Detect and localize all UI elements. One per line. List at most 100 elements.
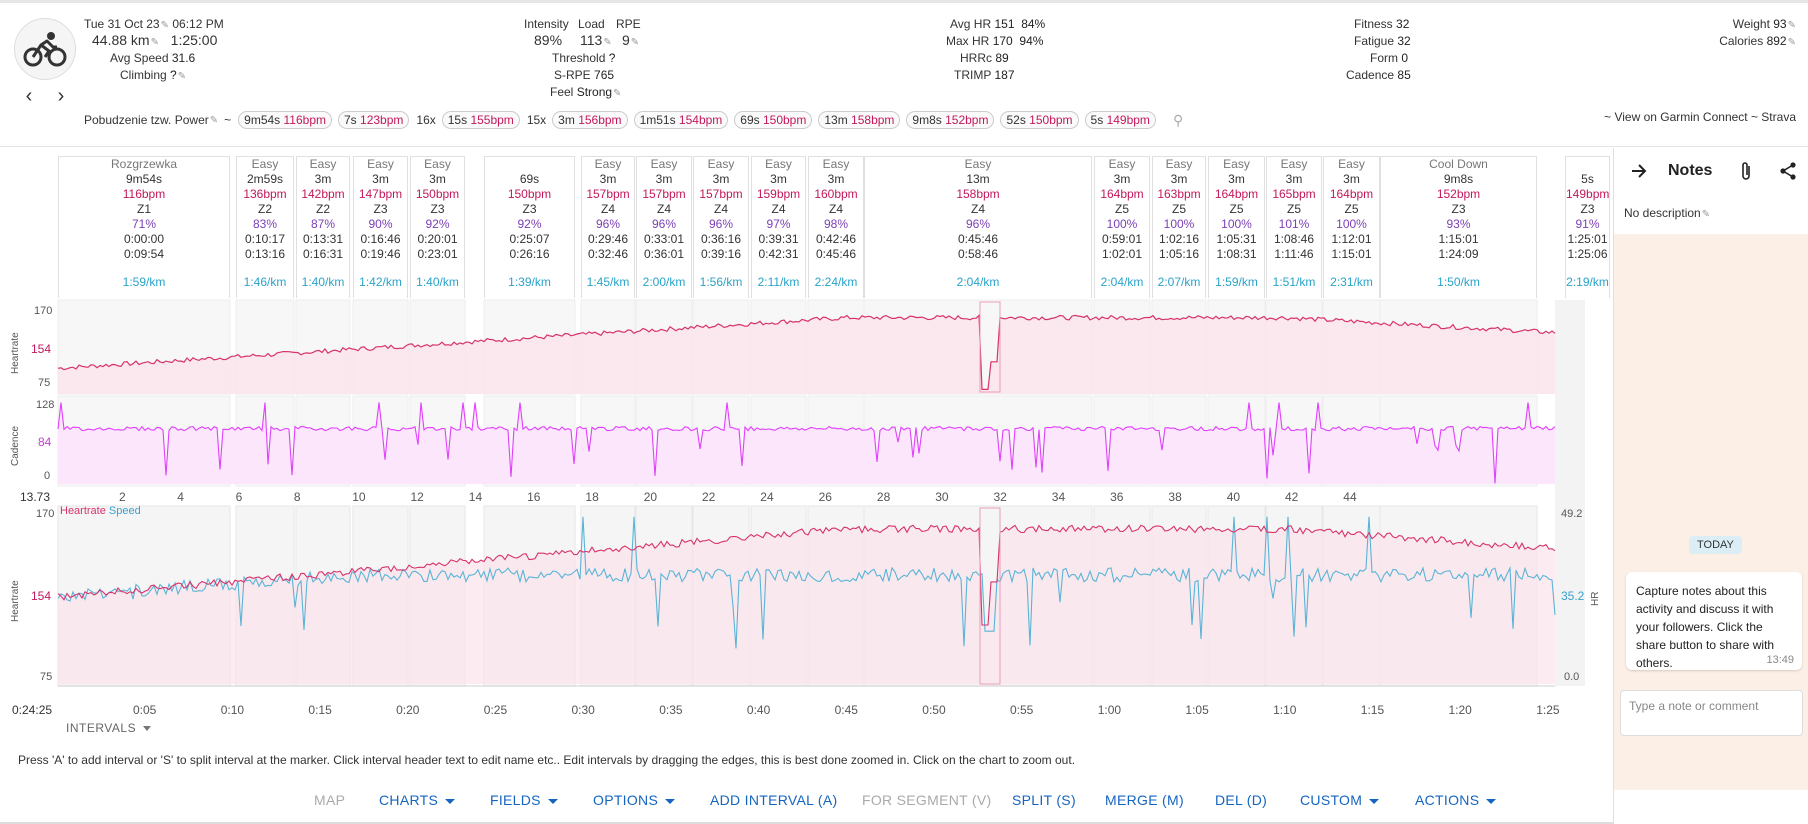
merge-button[interactable]: MERGE (M) bbox=[1105, 792, 1184, 808]
interval-header[interactable]: Easy 3m 160bpm Z4 98% 0:42:46 0:45:46 2:24/km bbox=[808, 156, 864, 298]
search-icon[interactable]: ⚲ bbox=[1172, 111, 1184, 128]
pencil-icon: ✎ bbox=[177, 71, 187, 82]
no-description[interactable]: No description✎ bbox=[1624, 206, 1711, 220]
sequence-chip[interactable]: 52s 150bpm bbox=[1000, 111, 1079, 129]
sequence-chip[interactable]: 3m 156bpm bbox=[552, 111, 628, 129]
s-rpe: S-RPE 765 bbox=[554, 68, 615, 82]
load-value[interactable]: 113✎ bbox=[580, 32, 612, 48]
interval-bpm: 165bpm bbox=[1272, 187, 1316, 201]
sequence-chip[interactable]: 9m54s 116bpm bbox=[238, 111, 332, 129]
note-input[interactable]: Type a note or comment bbox=[1620, 690, 1803, 736]
fields-menu-button[interactable]: FIELDS bbox=[490, 792, 558, 808]
split-button[interactable]: SPLIT (S) bbox=[1012, 792, 1076, 808]
combo-right-tick: 0.0 bbox=[1564, 671, 1580, 683]
interval-name: Easy bbox=[1165, 157, 1193, 171]
interval-bpm: 157bpm bbox=[586, 187, 630, 201]
interval-header[interactable]: Cool Down 9m8s 152bpm Z3 93% 1:15:01 1:24:09 1:… bbox=[1380, 156, 1537, 298]
interval-header[interactable]: Easy 13m 158bpm Z4 96% 0:45:46 0:58:46 2:04/km bbox=[864, 156, 1092, 298]
interval-pace: 1:40/km bbox=[416, 275, 459, 289]
interval-header[interactable]: Easy 3m 164bpm Z5 100% 1:12:01 1:15:01 2:31/km bbox=[1323, 156, 1380, 298]
next-activity-button[interactable]: › bbox=[57, 85, 65, 107]
sequence-chip[interactable]: 7s 123bpm bbox=[338, 111, 410, 129]
actions-menu-button[interactable]: ACTIONS bbox=[1415, 792, 1497, 808]
interval-duration: 3m bbox=[372, 172, 389, 186]
interval-header[interactable]: Easy 3m 157bpm Z4 96% 0:36:16 0:39:16 1:56/km bbox=[693, 156, 749, 298]
interval-header[interactable]: Easy 3m 147bpm Z3 90% 0:16:46 0:19:46 1:42/km bbox=[353, 156, 408, 298]
cycling-icon bbox=[23, 32, 67, 67]
interval-header[interactable]: Easy 2m59s 136bpm Z2 83% 0:10:17 0:13:16 1:46/k… bbox=[236, 156, 294, 298]
combo-hr-fill bbox=[58, 525, 1555, 684]
threshold: Threshold ? bbox=[552, 51, 616, 65]
interval-header[interactable]: Easy 3m 159bpm Z4 97% 0:39:31 0:42:31 2:11/km bbox=[751, 156, 806, 298]
sequence-chip[interactable]: 1m51s 154bpm bbox=[633, 111, 729, 129]
sequence-chip[interactable]: 5s 149bpm bbox=[1084, 111, 1156, 129]
interval-header[interactable]: Easy 3m 150bpm Z3 92% 0:20:01 0:23:01 1:40/km bbox=[410, 156, 465, 298]
for-segment-button[interactable]: FOR SEGMENT (V) bbox=[862, 792, 992, 808]
activity-datetime[interactable]: Tue 31 Oct 23✎ 06:12 PM bbox=[84, 17, 224, 31]
sequence-chip[interactable]: 15s 155bpm bbox=[441, 111, 520, 129]
calories[interactable]: Calories 892✎ bbox=[1719, 34, 1796, 48]
km-tick: 26 bbox=[818, 490, 832, 504]
chevron-down-icon bbox=[1369, 798, 1380, 804]
km-tick: 6 bbox=[235, 490, 243, 504]
chip-bpm: 150bpm bbox=[762, 113, 807, 127]
interval-header[interactable]: Easy 3m 165bpm Z5 101% 1:08:46 1:11:46 1:51/km bbox=[1266, 156, 1322, 298]
interval-header[interactable]: 69s 150bpm Z3 92% 0:25:07 0:26:16 1:39/km bbox=[484, 156, 575, 298]
hrrc: HRRc 89 bbox=[960, 51, 1009, 65]
interval-pace: 1:59/km bbox=[122, 275, 166, 289]
sequence-chips: 9m54s 116bpm 7s 123bpm 16x 15s 155bpm 15x 3m … bbox=[235, 111, 1159, 129]
interval-header[interactable]: Easy 3m 157bpm Z4 96% 0:29:46 0:32:46 1:45/km bbox=[581, 156, 635, 298]
pencil-icon: ✎ bbox=[160, 20, 169, 31]
climbing[interactable]: Climbing ?✎ bbox=[120, 68, 187, 82]
interval-start: 0:10:17 bbox=[244, 232, 286, 246]
km-tick: 38 bbox=[1168, 490, 1182, 504]
interval-end: 1:02:01 bbox=[1101, 247, 1143, 261]
options-menu-button[interactable]: OPTIONS bbox=[593, 792, 676, 808]
share-icon[interactable] bbox=[1778, 161, 1798, 181]
interval-header[interactable]: Easy 3m 164bpm Z5 100% 1:05:31 1:08:31 1:59/km bbox=[1208, 156, 1265, 298]
interval-header[interactable]: Easy 3m 163bpm Z5 100% 1:02:16 1:05:16 2:07/km bbox=[1152, 156, 1206, 298]
interval-zone: Z4 bbox=[771, 202, 786, 216]
interval-start: 0:33:01 bbox=[643, 232, 685, 246]
external-links[interactable]: ~ View on Garmin Connect ~ Strava bbox=[1604, 110, 1796, 124]
workout-name[interactable]: Pobudzenie tzw. Power bbox=[84, 113, 209, 127]
interval-header[interactable]: 5s 149bpm Z3 91% 1:25:01 1:25:06 2:19/km bbox=[1565, 156, 1610, 298]
note-message: Capture notes about this activity and di… bbox=[1626, 572, 1802, 670]
interval-header[interactable]: Rozgrzewka 9m54s 116bpm Z1 71% 0:00:00 0:09:54… bbox=[58, 156, 230, 298]
sequence-chip[interactable]: 9m8s 152bpm bbox=[906, 111, 995, 129]
interval-header[interactable]: Easy 3m 142bpm Z2 87% 0:13:31 0:16:31 1:40/km bbox=[296, 156, 350, 298]
sequence-chip[interactable]: 13m 158bpm bbox=[818, 111, 901, 129]
activity-charts[interactable] bbox=[0, 298, 1610, 718]
interval-end: 1:08:31 bbox=[1216, 247, 1257, 261]
charts-menu-button[interactable]: CHARTS bbox=[379, 792, 456, 808]
add-interval-button[interactable]: ADD INTERVAL (A) bbox=[710, 792, 838, 808]
chip-duration: 15s bbox=[447, 113, 471, 127]
map-button[interactable]: MAP bbox=[314, 792, 346, 808]
arrow-right-icon[interactable] bbox=[1630, 162, 1648, 180]
interval-duration: 3m bbox=[314, 172, 332, 186]
cadence-tick: 128 bbox=[36, 399, 55, 411]
sequence-chip[interactable]: 69s 150bpm bbox=[734, 111, 813, 129]
weight[interactable]: Weight 93✎ bbox=[1732, 17, 1796, 31]
interval-duration: 3m bbox=[1113, 172, 1131, 186]
interval-duration: 3m bbox=[770, 172, 787, 186]
interval-end: 0:45:46 bbox=[815, 247, 857, 261]
prev-activity-button[interactable]: ‹ bbox=[25, 85, 33, 107]
time-tick: 1:20 bbox=[1448, 703, 1472, 717]
workout-sequence: Pobudzenie tzw. Power ✎ ~ 9m54s 116bpm 7s … bbox=[84, 111, 1184, 129]
interval-duration: 3m bbox=[1285, 172, 1303, 186]
interval-header[interactable]: Easy 3m 157bpm Z4 96% 0:33:01 0:36:01 2:00/km bbox=[636, 156, 692, 298]
intervals-menu-button[interactable]: INTERVALS bbox=[66, 721, 151, 735]
pencil-icon: ✎ bbox=[630, 37, 640, 48]
custom-menu-button[interactable]: CUSTOM bbox=[1300, 792, 1380, 808]
interval-name: Easy bbox=[707, 157, 735, 171]
rpe-value[interactable]: 9✎ bbox=[622, 32, 640, 48]
distance-duration[interactable]: 44.88 km✎ 1:25:00 bbox=[92, 32, 218, 48]
combo-legend: Heartrate Speed bbox=[60, 505, 141, 517]
delete-button[interactable]: DEL (D) bbox=[1215, 792, 1268, 808]
cadence-tick: 84 bbox=[38, 435, 52, 449]
interval-header[interactable]: Easy 3m 164bpm Z5 100% 0:59:01 1:02:01 2:04/km bbox=[1094, 156, 1150, 298]
chip-bpm: 116bpm bbox=[283, 113, 326, 127]
feel[interactable]: Feel Strong✎ bbox=[550, 85, 622, 99]
paperclip-icon[interactable] bbox=[1738, 160, 1754, 182]
